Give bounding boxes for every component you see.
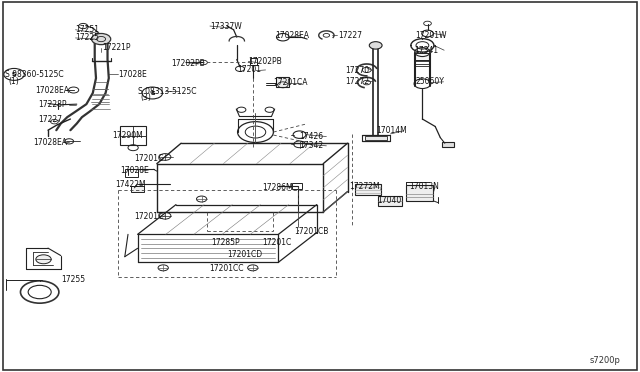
Text: 17255: 17255: [61, 275, 85, 284]
Text: 17221P: 17221P: [102, 43, 131, 52]
Bar: [378, 196, 402, 206]
Text: 17201: 17201: [237, 65, 261, 74]
Text: 17201C: 17201C: [262, 238, 292, 247]
Text: 17040: 17040: [378, 196, 402, 205]
Text: 17028E: 17028E: [120, 166, 149, 174]
Circle shape: [36, 255, 51, 264]
Text: 17286M: 17286M: [262, 183, 293, 192]
Bar: [406, 185, 433, 201]
Bar: [292, 183, 302, 189]
Text: 17201CD: 17201CD: [227, 250, 262, 259]
Text: 17251: 17251: [76, 25, 100, 34]
Text: 17337W: 17337W: [210, 22, 242, 31]
Text: s7200p: s7200p: [590, 356, 621, 365]
Text: 17227: 17227: [338, 31, 362, 40]
Bar: [125, 169, 138, 177]
Text: 17028E: 17028E: [118, 70, 147, 79]
Text: 17201CC: 17201CC: [209, 264, 244, 273]
Text: 17201C: 17201C: [134, 154, 164, 163]
Bar: [120, 126, 146, 145]
Text: 17290M: 17290M: [112, 131, 143, 140]
Text: 25060Y: 25060Y: [416, 77, 445, 86]
Text: S 08360-5125C: S 08360-5125C: [5, 70, 64, 79]
Bar: [365, 136, 387, 140]
Text: S 08313-5125C: S 08313-5125C: [138, 87, 196, 96]
Text: 17285P: 17285P: [211, 238, 240, 247]
Bar: [442, 142, 454, 147]
Circle shape: [369, 42, 382, 49]
Text: 17201C: 17201C: [134, 212, 164, 221]
Text: 17202PB: 17202PB: [248, 57, 282, 66]
Text: 17341: 17341: [414, 46, 438, 55]
Bar: [276, 77, 289, 87]
Text: S: S: [150, 90, 155, 96]
Text: 17013N: 17013N: [410, 182, 440, 191]
Text: 17342: 17342: [300, 141, 324, 150]
Bar: [250, 58, 257, 65]
Text: (3): (3): [141, 93, 152, 102]
Text: 17426: 17426: [300, 132, 324, 141]
Text: (1): (1): [8, 77, 19, 86]
Bar: [355, 184, 381, 195]
Text: 17422M: 17422M: [115, 180, 146, 189]
Text: 17028EA: 17028EA: [275, 31, 309, 40]
Text: 17202PB: 17202PB: [171, 60, 205, 68]
Text: 17228P: 17228P: [38, 100, 67, 109]
Circle shape: [4, 68, 24, 80]
Text: 17201W: 17201W: [415, 31, 446, 40]
Text: 17028EA: 17028EA: [33, 138, 67, 147]
Text: 17272M: 17272M: [349, 182, 380, 191]
Text: 17270: 17270: [346, 66, 370, 75]
Circle shape: [142, 87, 163, 99]
Text: 17201CA: 17201CA: [273, 78, 308, 87]
Bar: [415, 53, 430, 60]
Text: 17225: 17225: [76, 33, 100, 42]
Text: 17201CB: 17201CB: [294, 227, 329, 236]
Bar: [131, 186, 144, 192]
Circle shape: [92, 33, 111, 45]
Text: 17227: 17227: [38, 115, 63, 124]
Text: 17272: 17272: [346, 77, 370, 86]
Text: S: S: [12, 72, 17, 77]
Text: 17014M: 17014M: [376, 126, 407, 135]
Text: 17028EA: 17028EA: [35, 86, 69, 94]
